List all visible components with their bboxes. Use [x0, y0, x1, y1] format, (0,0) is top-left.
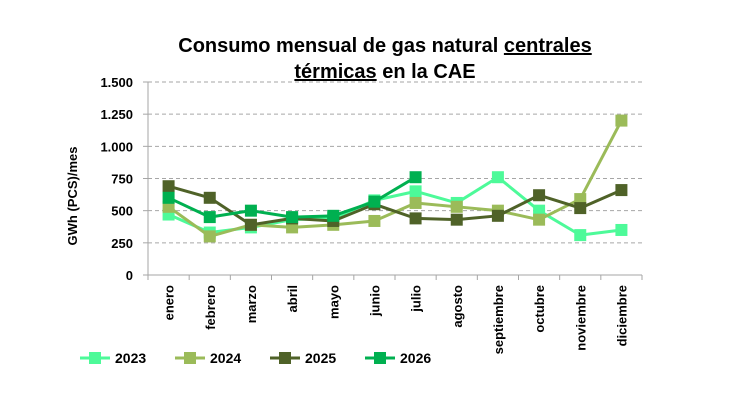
- point-2025-noviembre: [574, 202, 587, 215]
- point-2025-octubre: [533, 189, 546, 202]
- chart-title-line-1-plain: Consumo mensual de gas natural: [178, 35, 504, 57]
- point-2023-noviembre: [574, 229, 587, 242]
- legend-marker-2026: [374, 352, 386, 364]
- legend-marker-2024: [184, 352, 196, 364]
- y-tick-label-500: 500: [111, 204, 133, 219]
- point-2024-julio: [409, 196, 422, 209]
- point-2024-octubre: [533, 213, 546, 226]
- x-category-label-enero: enero: [162, 285, 177, 320]
- chart-title-line-1-underlined: centrales: [504, 35, 592, 57]
- legend-label-2025: 2025: [305, 350, 336, 366]
- point-2026-abril: [286, 211, 299, 224]
- gridlines: [143, 81, 643, 280]
- x-category-label-marzo: marzo: [244, 285, 259, 323]
- chart-title-line-1: Consumo mensual de gas natural centrales: [178, 35, 591, 57]
- point-2025-febrero: [203, 191, 216, 204]
- legend: 2023 2024 2025 2026: [80, 350, 431, 366]
- x-category-label-febrero: febrero: [203, 285, 218, 330]
- x-axis-category-labels: enero febrero marzo abril mayo junio julio agos…: [162, 285, 630, 354]
- point-2025-marzo: [244, 218, 257, 231]
- point-2023-diciembre: [615, 223, 628, 236]
- y-tick-label-0: 0: [126, 268, 133, 283]
- point-2026-julio: [409, 171, 422, 184]
- point-2025-diciembre: [615, 184, 628, 197]
- series-line-2023: [167, 175, 622, 237]
- series-line-2025: [168, 184, 623, 227]
- y-tick-label-1000: 1.000: [100, 139, 133, 154]
- legend-item-2026: 2026: [365, 350, 431, 366]
- point-2024-junio: [368, 214, 381, 227]
- point-2025-enero: [162, 180, 175, 193]
- y-axis-title: GWh (PCS)/mes: [65, 147, 80, 246]
- x-category-label-mayo: mayo: [326, 285, 341, 319]
- y-tick-label-1250: 1.250: [100, 107, 133, 122]
- chart-title-line-2-underlined: térmicas: [294, 61, 376, 83]
- x-category-label-octubre: octubre: [532, 285, 547, 333]
- point-2023-septiembre: [491, 171, 504, 184]
- x-category-label-abril: abril: [285, 285, 300, 312]
- point-2024-febrero: [203, 230, 216, 243]
- x-category-label-diciembre: diciembre: [614, 285, 629, 346]
- legend-label-2023: 2023: [115, 350, 146, 366]
- point-2025-agosto: [450, 213, 463, 226]
- point-2025-septiembre: [491, 209, 504, 222]
- y-tick-label-750: 750: [111, 172, 133, 187]
- legend-marker-2023: [89, 352, 101, 364]
- legend-item-2025: 2025: [270, 350, 336, 366]
- series-lines: [162, 114, 628, 243]
- point-2026-febrero: [203, 211, 216, 224]
- y-axis-tick-labels: 0 250 500 750 1.000 1.250 1.500: [100, 75, 133, 283]
- point-2024-noviembre: [574, 193, 587, 206]
- point-2025-julio: [409, 212, 422, 225]
- point-2026-enero: [162, 191, 175, 204]
- point-2026-junio: [368, 195, 381, 208]
- legend-marker-2025: [279, 352, 291, 364]
- x-category-label-agosto: agosto: [450, 285, 465, 328]
- chart-title-line-2-plain: en la CAE: [377, 61, 476, 83]
- y-tick-label-250: 250: [111, 236, 133, 251]
- point-2024-abril: [286, 221, 299, 234]
- y-tick-label-1500: 1.500: [100, 75, 133, 90]
- legend-item-2024: 2024: [175, 350, 241, 366]
- x-category-label-junio: junio: [367, 285, 382, 317]
- series-2026: [162, 171, 422, 224]
- point-2024-enero: [162, 200, 175, 213]
- x-category-label-septiembre: septiembre: [491, 285, 506, 354]
- legend-label-2026: 2026: [400, 350, 431, 366]
- point-2026-marzo: [244, 204, 257, 217]
- point-2024-diciembre: [615, 114, 628, 127]
- point-2023-julio: [409, 185, 422, 198]
- legend-label-2024: 2024: [210, 350, 241, 366]
- x-category-label-julio: julio: [409, 285, 424, 313]
- chart-title: Consumo mensual de gas natural centrales…: [178, 35, 591, 83]
- point-2023-octubre: [533, 204, 546, 217]
- point-2024-agosto: [450, 200, 463, 213]
- chart-title-line-2: térmicas en la CAE: [294, 61, 475, 83]
- x-category-label-noviembre: noviembre: [573, 285, 588, 351]
- point-2026-mayo: [327, 209, 340, 222]
- legend-item-2023: 2023: [80, 350, 146, 366]
